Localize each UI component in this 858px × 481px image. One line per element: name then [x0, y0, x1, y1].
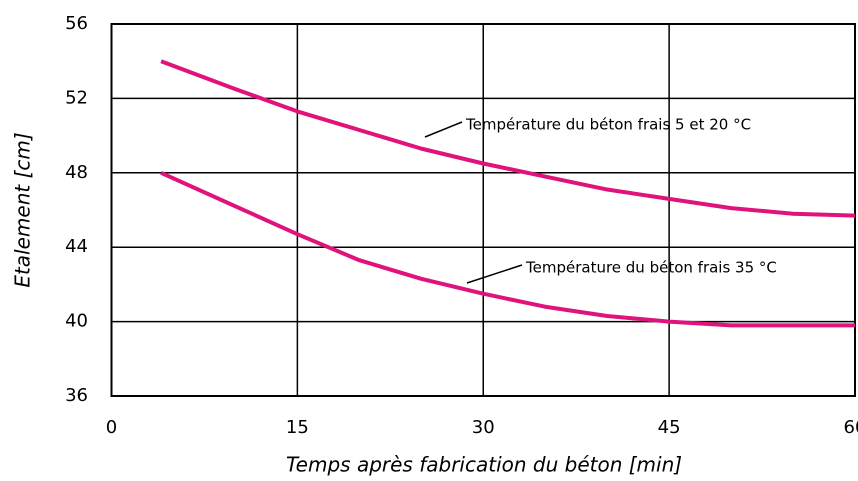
- leader-line: [424, 121, 463, 138]
- x-tick-label: 0: [106, 417, 117, 438]
- x-axis-label: Temps après fabrication du béton [min]: [286, 453, 682, 477]
- y-tick-label: 56: [65, 13, 88, 34]
- y-tick-label: 44: [65, 236, 88, 257]
- series-label: Température du béton frais 35 °C: [525, 259, 777, 277]
- leader-line: [466, 264, 523, 284]
- x-tick-label: 15: [286, 417, 309, 438]
- y-axis-label: Etalement [cm]: [11, 132, 35, 287]
- data-line: [160, 170, 855, 328]
- y-tick-label: 36: [65, 385, 88, 406]
- data-line: [160, 59, 856, 218]
- x-tick-label: 30: [472, 417, 495, 438]
- x-tick-label: 60: [844, 417, 858, 438]
- series-label: Température du béton frais 5 et 20 °C: [465, 116, 751, 134]
- y-tick-label: 40: [65, 311, 88, 332]
- x-tick-label: 45: [658, 417, 681, 438]
- y-tick-label: 48: [65, 162, 88, 183]
- y-tick-label: 52: [65, 87, 88, 108]
- plot-frame: [110, 23, 856, 397]
